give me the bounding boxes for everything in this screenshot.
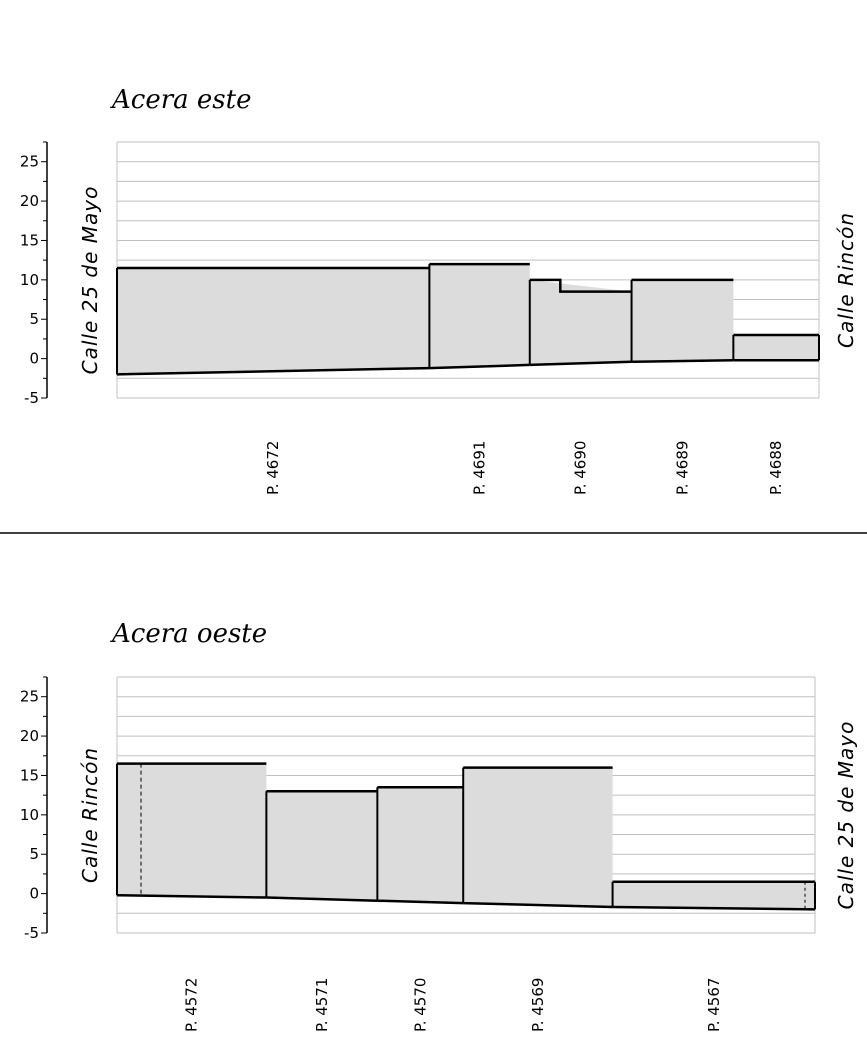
y-tick-label: 5 bbox=[29, 310, 39, 328]
chart-title: Acera oeste bbox=[110, 619, 267, 649]
plot-base-edge bbox=[631, 358, 734, 364]
plot-base-edge bbox=[463, 901, 613, 909]
y-tick-label: 15 bbox=[20, 766, 39, 784]
plot-area bbox=[117, 763, 267, 898]
street-label-left: Calle Rincón bbox=[78, 747, 102, 883]
plot-label: P. 4688 bbox=[767, 441, 785, 495]
plot-base-edge bbox=[116, 366, 430, 376]
street-label-right: Calle Rincón bbox=[834, 212, 858, 348]
y-tick-label: 10 bbox=[20, 806, 39, 824]
plot-area bbox=[612, 881, 815, 910]
plot-area bbox=[117, 268, 430, 375]
y-tick-label: 20 bbox=[20, 727, 39, 745]
plot-area bbox=[733, 334, 819, 361]
street-label-left: Calle 25 de Mayo bbox=[78, 186, 102, 375]
y-tick-label: 0 bbox=[29, 885, 39, 903]
plot-base-edge bbox=[116, 893, 267, 899]
plot-base-edge bbox=[429, 363, 530, 370]
street-label-right: Calle 25 de Mayo bbox=[834, 721, 858, 910]
y-tick-label: 25 bbox=[20, 688, 39, 706]
plot-label: P. 4567 bbox=[705, 978, 723, 1032]
plot-area bbox=[266, 791, 378, 901]
plot-base-edge bbox=[529, 360, 632, 367]
plot-base-edge bbox=[266, 896, 378, 902]
plot-label: P. 4689 bbox=[673, 441, 691, 495]
y-tick-label: 25 bbox=[20, 153, 39, 171]
plot-label: P. 4571 bbox=[313, 978, 331, 1032]
y-tick-label: -5 bbox=[24, 389, 39, 407]
y-tick-label: -5 bbox=[24, 924, 39, 942]
plot-label: P. 4569 bbox=[529, 978, 547, 1032]
y-tick-label: 10 bbox=[20, 271, 39, 289]
y-tick-label: 0 bbox=[29, 350, 39, 368]
plot-base-edge bbox=[377, 899, 464, 905]
plot-label: P. 4690 bbox=[572, 441, 590, 495]
plot-area bbox=[377, 787, 464, 904]
plot-label: P. 4572 bbox=[183, 978, 201, 1032]
plot-label: P. 4570 bbox=[411, 978, 429, 1032]
y-tick-label: 5 bbox=[29, 845, 39, 863]
plot-area bbox=[463, 767, 613, 908]
plot-base-edge bbox=[612, 905, 816, 911]
chart-title: Acera este bbox=[110, 85, 251, 115]
plot-area bbox=[631, 279, 734, 362]
plot-label: P. 4672 bbox=[264, 441, 282, 495]
plot-label: P. 4691 bbox=[471, 441, 489, 495]
y-tick-label: 20 bbox=[20, 192, 39, 210]
plot-area bbox=[529, 279, 632, 365]
plot-area bbox=[429, 264, 530, 369]
plot-top-edge bbox=[529, 278, 632, 293]
y-tick-label: 15 bbox=[20, 231, 39, 249]
